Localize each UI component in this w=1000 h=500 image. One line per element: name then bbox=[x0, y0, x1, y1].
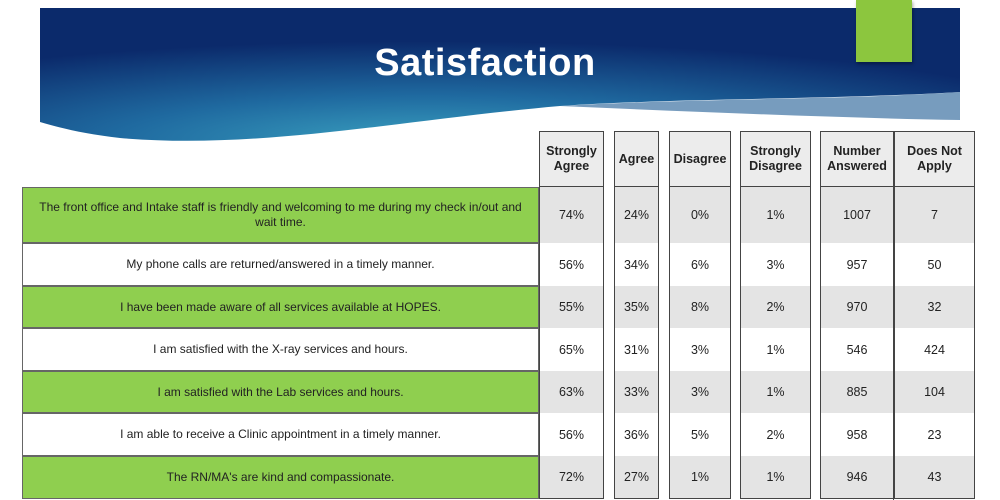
question-cell: The RN/MA's are kind and compassionate. bbox=[22, 456, 539, 499]
question-cell: I am able to receive a Clinic appointmen… bbox=[22, 413, 539, 456]
value-cell-number-answered: 1007 bbox=[820, 187, 894, 243]
value-cell-number-answered: 970 bbox=[820, 286, 894, 328]
value-cell-strongly-agree: 56% bbox=[539, 413, 604, 456]
value-cell-disagree: 1% bbox=[669, 456, 731, 499]
accent-square bbox=[856, 0, 912, 62]
value-cell-agree: 35% bbox=[614, 286, 659, 328]
value-cell-strongly-disagree: 2% bbox=[740, 286, 811, 328]
value-cell-strongly-disagree: 1% bbox=[740, 187, 811, 243]
page-title: Satisfaction bbox=[374, 42, 596, 84]
value-cell-number-answered: 957 bbox=[820, 243, 894, 286]
value-cell-disagree: 8% bbox=[669, 286, 731, 328]
value-cell-does-not-apply: 7 bbox=[894, 187, 975, 243]
value-cell-agree: 34% bbox=[614, 243, 659, 286]
value-cell-strongly-disagree: 3% bbox=[740, 243, 811, 286]
value-cell-strongly-agree: 55% bbox=[539, 286, 604, 328]
value-cell-does-not-apply: 23 bbox=[894, 413, 975, 456]
value-cell-strongly-agree: 72% bbox=[539, 456, 604, 499]
column-divider bbox=[893, 131, 894, 500]
column-header-disagree: Disagree bbox=[669, 131, 731, 187]
value-cell-strongly-disagree: 2% bbox=[740, 413, 811, 456]
value-cell-agree: 33% bbox=[614, 371, 659, 413]
column-header-agree: Agree bbox=[614, 131, 659, 187]
value-cell-strongly-agree: 65% bbox=[539, 328, 604, 371]
value-cell-strongly-disagree: 1% bbox=[740, 371, 811, 413]
value-cell-does-not-apply: 43 bbox=[894, 456, 975, 499]
value-cell-does-not-apply: 104 bbox=[894, 371, 975, 413]
question-cell: I am satisfied with the Lab services and… bbox=[22, 371, 539, 413]
value-cell-strongly-disagree: 1% bbox=[740, 328, 811, 371]
value-cell-agree: 27% bbox=[614, 456, 659, 499]
value-cell-strongly-disagree: 1% bbox=[740, 456, 811, 499]
value-cell-disagree: 5% bbox=[669, 413, 731, 456]
value-cell-agree: 31% bbox=[614, 328, 659, 371]
value-cell-does-not-apply: 32 bbox=[894, 286, 975, 328]
column-header-number-answered: Number Answered bbox=[820, 131, 894, 187]
value-cell-agree: 24% bbox=[614, 187, 659, 243]
question-cell: I am satisfied with the X-ray services a… bbox=[22, 328, 539, 371]
column-header-strongly-agree: Strongly Agree bbox=[539, 131, 604, 187]
value-cell-number-answered: 958 bbox=[820, 413, 894, 456]
value-cell-agree: 36% bbox=[614, 413, 659, 456]
question-cell: I have been made aware of all services a… bbox=[22, 286, 539, 328]
title-banner bbox=[40, 8, 960, 141]
value-cell-disagree: 3% bbox=[669, 371, 731, 413]
value-cell-disagree: 6% bbox=[669, 243, 731, 286]
column-header-strongly-disagree: Strongly Disagree bbox=[740, 131, 811, 187]
value-cell-does-not-apply: 50 bbox=[894, 243, 975, 286]
column-header-does-not-apply: Does Not Apply bbox=[894, 131, 975, 187]
value-cell-strongly-agree: 56% bbox=[539, 243, 604, 286]
value-cell-does-not-apply: 424 bbox=[894, 328, 975, 371]
value-cell-number-answered: 546 bbox=[820, 328, 894, 371]
value-cell-disagree: 0% bbox=[669, 187, 731, 243]
value-cell-strongly-agree: 74% bbox=[539, 187, 604, 243]
value-cell-disagree: 3% bbox=[669, 328, 731, 371]
value-cell-strongly-agree: 63% bbox=[539, 371, 604, 413]
question-cell: The front office and Intake staff is fri… bbox=[22, 187, 539, 243]
value-cell-number-answered: 885 bbox=[820, 371, 894, 413]
value-cell-number-answered: 946 bbox=[820, 456, 894, 499]
question-cell: My phone calls are returned/answered in … bbox=[22, 243, 539, 286]
